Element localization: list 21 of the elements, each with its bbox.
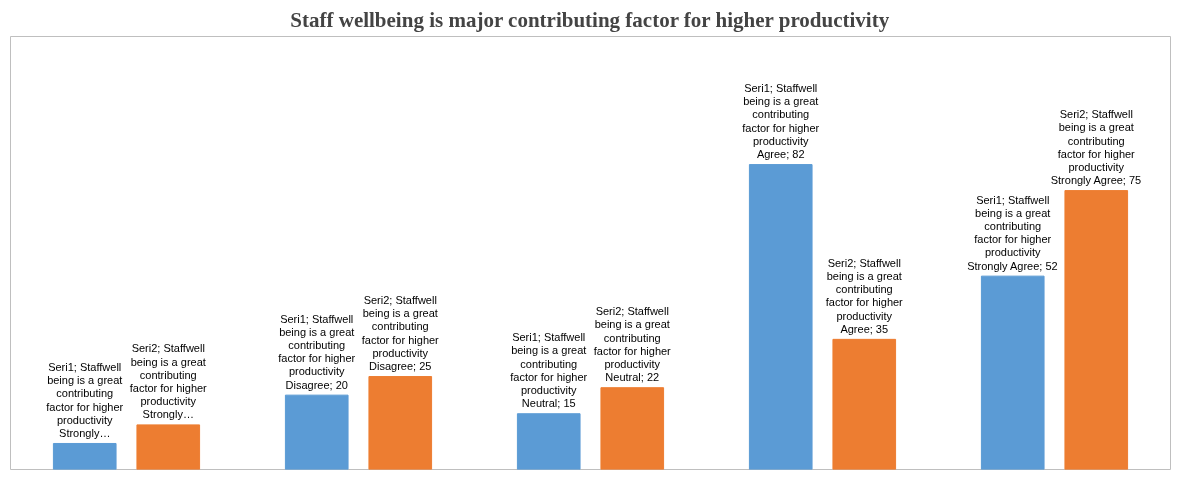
data-label: Seri2; Staffwell being is a great contributing factor for higher productivity Agree; 35 <box>825 256 904 335</box>
bar <box>1064 190 1129 470</box>
bar <box>52 442 117 470</box>
chart-title: Staff wellbeing is major contributing factor for higher productivity <box>290 7 890 32</box>
bar <box>980 275 1045 470</box>
bar <box>600 387 665 470</box>
data-label: Seri1; Staffwell being is a great contributing factor for higher productivity Neutral; 15 <box>510 331 588 410</box>
data-label: Seri2; Staffwell being is a great contributing factor for higher productivity Disagree; 25 <box>361 294 440 373</box>
data-label: Seri2; Staffwell being is a great contributing factor for higher productivity Neutral; 22 <box>593 305 672 384</box>
data-label: Seri1; Staffwell being is a great contributing factor for higher productivity Strongly… <box>46 361 124 440</box>
data-label: Seri1; Staffwell being is a great contributing factor for higher productivity Strongly Agree; 52 <box>967 193 1058 272</box>
data-label: Seri2; Staffwell being is a great contributing factor for higher productivity Strongly… <box>129 342 208 421</box>
bar <box>136 424 201 470</box>
data-label: Seri1; Staffwell being is a great contributing factor for higher productivity Agree; 82 <box>742 82 820 161</box>
bar <box>748 164 813 470</box>
bar <box>832 338 897 470</box>
bar <box>516 413 581 470</box>
bar <box>284 394 349 470</box>
data-label: Seri1; Staffwell being is a great contributing factor for higher productivity Disagree; 20 <box>278 312 356 391</box>
data-label: Seri2; Staffwell being is a great contributing factor for higher productivity Strongly Agree; 75 <box>1050 108 1142 187</box>
bar <box>368 376 433 470</box>
